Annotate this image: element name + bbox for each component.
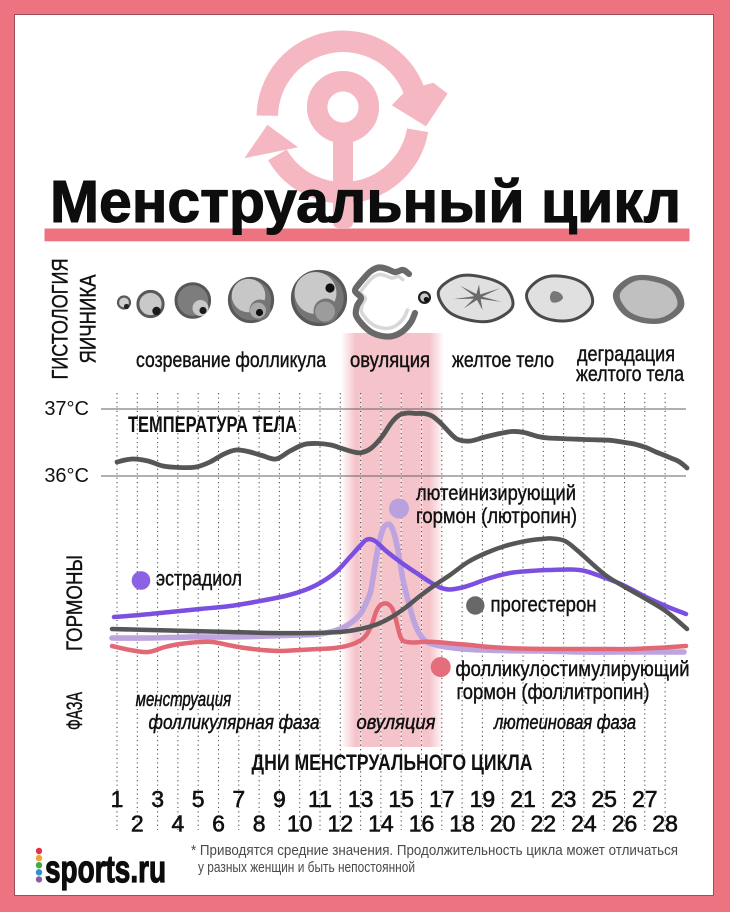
svg-text:3: 3 — [151, 786, 164, 812]
svg-text:у разных женщин и быть непосто: у разных женщин и быть непостоянной — [198, 859, 415, 876]
svg-text:13: 13 — [348, 786, 374, 812]
svg-text:ЯИЧНИКА: ЯИЧНИКА — [76, 274, 101, 363]
svg-text:22: 22 — [531, 811, 557, 837]
svg-text:фолликулярная фаза: фолликулярная фаза — [149, 712, 320, 734]
svg-text:желтого тела: желтого тела — [576, 363, 684, 386]
svg-text:10: 10 — [287, 811, 313, 837]
svg-text:ТЕМПЕРАТУРА ТЕЛА: ТЕМПЕРАТУРА ТЕЛА — [128, 412, 297, 437]
svg-text:21: 21 — [510, 786, 536, 812]
svg-text:19: 19 — [470, 786, 496, 812]
svg-text:4: 4 — [172, 811, 185, 837]
svg-text:гормон (фоллитропин): гормон (фоллитропин) — [457, 681, 650, 704]
svg-text:36°C: 36°C — [44, 465, 89, 487]
svg-text:овуляция: овуляция — [357, 712, 436, 734]
svg-text:18: 18 — [449, 811, 475, 837]
svg-text:20: 20 — [490, 811, 516, 837]
svg-text:7: 7 — [232, 786, 245, 812]
svg-text:Менструальный цикл: Менструальный цикл — [50, 168, 681, 235]
svg-text:* Приводятся средние значения.: * Приводятся средние значения. Продолжит… — [191, 842, 678, 859]
svg-text:ГОРМОНЫ: ГОРМОНЫ — [62, 555, 87, 651]
svg-text:эстрадиол: эстрадиол — [156, 568, 242, 591]
svg-text:14: 14 — [368, 811, 394, 837]
svg-text:1: 1 — [111, 786, 124, 812]
svg-text:лютеинизирующий: лютеинизирующий — [416, 482, 576, 505]
svg-text:созревание фолликула: созревание фолликула — [136, 349, 326, 372]
svg-text:17: 17 — [429, 786, 455, 812]
svg-text:гормон (лютропин): гормон (лютропин) — [416, 505, 577, 528]
svg-text:25: 25 — [591, 786, 617, 812]
svg-text:8: 8 — [253, 811, 266, 837]
svg-text:27: 27 — [632, 786, 658, 812]
svg-text:24: 24 — [571, 811, 597, 837]
svg-text:желтое тело: желтое тело — [452, 349, 554, 372]
svg-text:11: 11 — [308, 786, 332, 812]
svg-text:ФАЗА: ФАЗА — [62, 692, 87, 730]
svg-text:менструация: менструация — [136, 689, 232, 711]
svg-text:6: 6 — [212, 811, 225, 837]
svg-text:sports.ru: sports.ru — [45, 849, 166, 891]
svg-text:деградация: деградация — [577, 343, 675, 366]
svg-text:12: 12 — [328, 811, 354, 837]
svg-text:15: 15 — [388, 786, 414, 812]
svg-text:5: 5 — [192, 786, 205, 812]
svg-text:ДНИ МЕНСТРУАЛЬНОГО ЦИКЛА: ДНИ МЕНСТРУАЛЬНОГО ЦИКЛА — [252, 750, 533, 775]
svg-text:37°C: 37°C — [44, 398, 89, 420]
svg-text:16: 16 — [409, 811, 435, 837]
svg-text:ГИСТОЛОГИЯ: ГИСТОЛОГИЯ — [48, 259, 73, 380]
svg-text:2: 2 — [131, 811, 144, 837]
svg-text:9: 9 — [273, 786, 286, 812]
svg-text:овуляция: овуляция — [350, 349, 430, 372]
svg-text:фолликулостимулирующий: фолликулостимулирующий — [456, 658, 690, 681]
svg-text:прогестерон: прогестерон — [491, 594, 597, 617]
svg-text:28: 28 — [652, 811, 678, 837]
svg-text:26: 26 — [612, 811, 638, 837]
svg-text:лютеиновая фаза: лютеиновая фаза — [493, 712, 636, 734]
svg-text:23: 23 — [551, 786, 577, 812]
